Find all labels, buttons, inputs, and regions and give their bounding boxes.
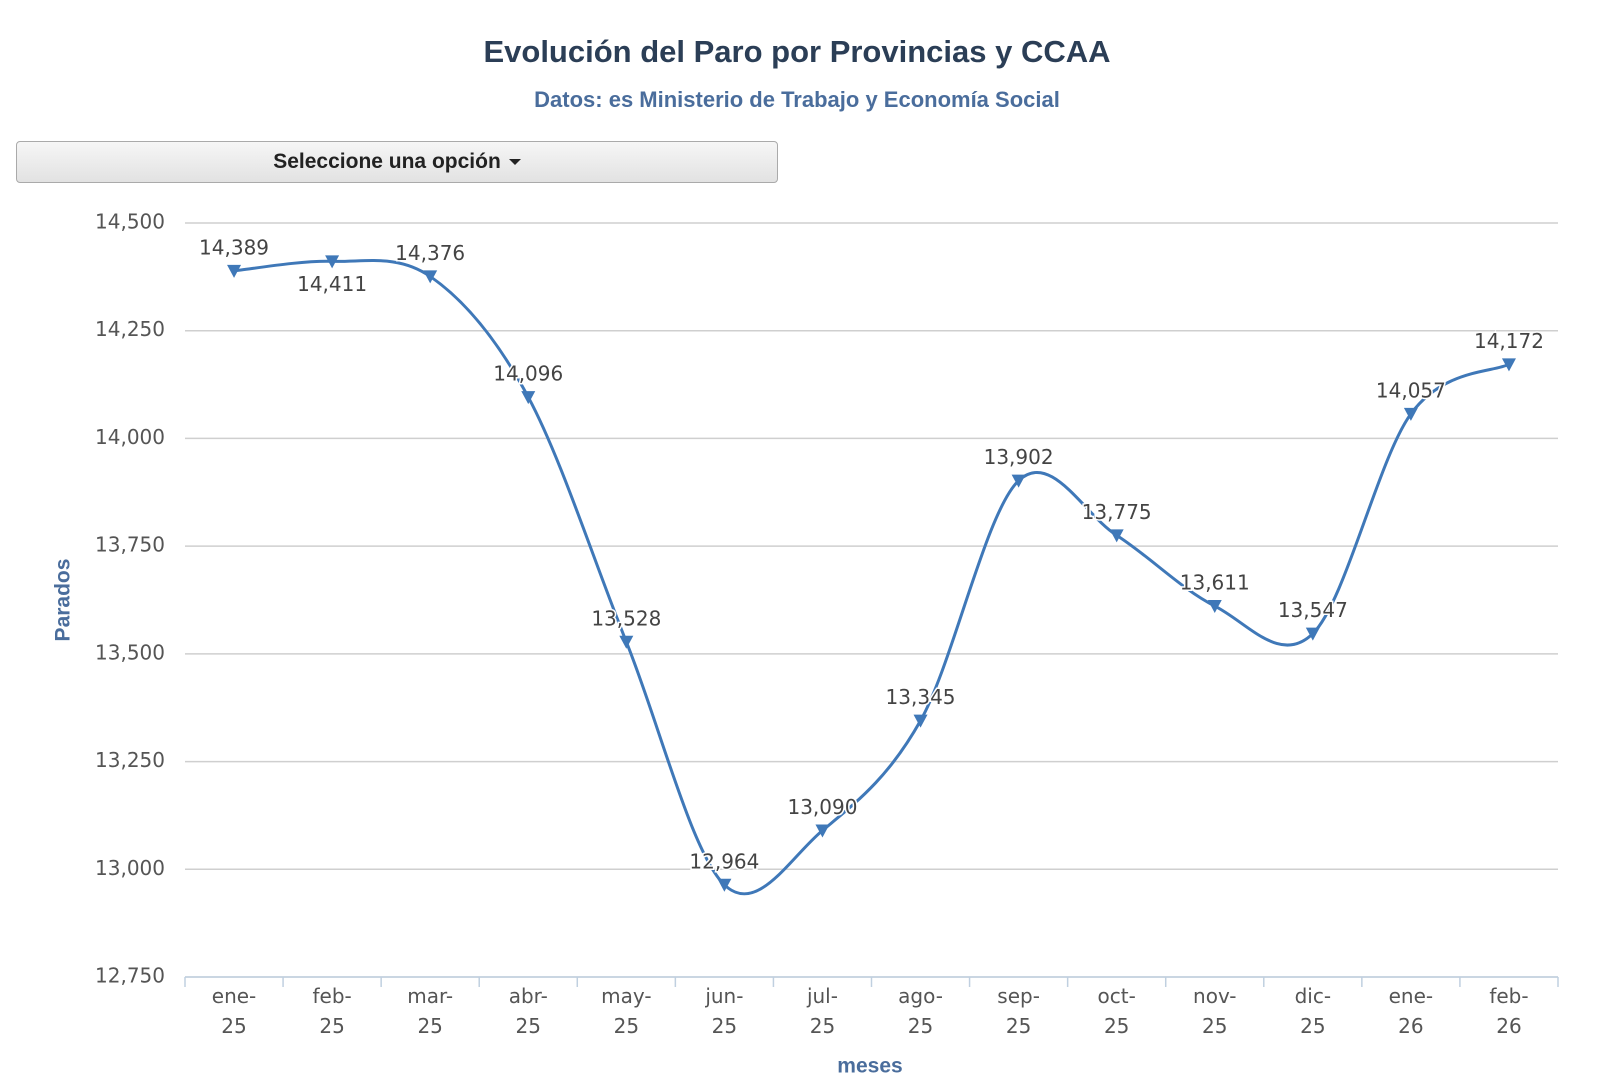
marker xyxy=(815,824,830,838)
y-tick-label: 13,500 xyxy=(95,640,165,664)
line xyxy=(233,259,1510,896)
data-label: 13,775 xyxy=(1082,500,1152,524)
x-tick-label: oct-25 xyxy=(1098,984,1136,1038)
marker xyxy=(913,714,928,728)
dropdown[interactable]: Seleccione una opción xyxy=(16,141,778,183)
x-tick-label: jun-25 xyxy=(704,984,743,1038)
y-tick-label: 14,500 xyxy=(95,210,165,234)
marker xyxy=(1109,529,1124,543)
y-tick-label: 14,000 xyxy=(95,425,165,449)
y-tick-label: 14,250 xyxy=(95,317,165,341)
x-tick-label: feb-25 xyxy=(312,984,351,1038)
data-label: 13,528 xyxy=(591,606,661,630)
data-label: 14,172 xyxy=(1474,329,1544,353)
data-label: 13,090 xyxy=(787,795,857,819)
x-tick-label: jul-25 xyxy=(806,984,838,1038)
data-label: 12,964 xyxy=(689,849,759,873)
y-tick-label: 13,000 xyxy=(95,856,165,880)
chart-title: Evolución del Paro por Provincias y CCAA xyxy=(483,34,1110,69)
marker xyxy=(619,635,634,649)
marker xyxy=(1403,407,1418,421)
marker xyxy=(1011,474,1026,488)
data-label: 14,376 xyxy=(395,241,465,265)
x-tick-label: ago-25 xyxy=(898,984,943,1038)
x-tick-label: feb-26 xyxy=(1489,984,1528,1038)
x-tick-label: mar-25 xyxy=(407,984,453,1038)
y-axis-label: Parados xyxy=(52,559,75,642)
caret xyxy=(508,159,521,165)
chart-subtitle: Datos: es Ministerio de Trabajo y Econom… xyxy=(534,87,1060,112)
marker xyxy=(1305,627,1320,641)
data-label: 14,057 xyxy=(1376,378,1446,402)
y-tick-label: 13,250 xyxy=(95,748,165,772)
x-tick-label: abr-25 xyxy=(509,984,548,1038)
marker xyxy=(717,878,732,892)
marker xyxy=(1501,358,1516,372)
x-tick-label: ene-26 xyxy=(1389,984,1434,1038)
marker xyxy=(423,270,438,284)
marker xyxy=(521,391,536,405)
x-tick-label: dic-25 xyxy=(1295,984,1331,1038)
marker xyxy=(227,264,242,278)
data-label: 14,389 xyxy=(199,235,269,259)
data-label: 13,345 xyxy=(886,685,956,709)
data-label: 14,096 xyxy=(493,362,563,386)
x-tick-label: may-25 xyxy=(601,984,651,1038)
marker xyxy=(1207,600,1222,614)
x-tick-label: sep-25 xyxy=(997,984,1040,1038)
data-label: 13,547 xyxy=(1278,598,1348,622)
data-label: 13,611 xyxy=(1180,571,1250,595)
x-tick-label: nov-25 xyxy=(1193,984,1236,1038)
y-tick-label: 12,750 xyxy=(95,964,165,988)
dropdown-label: Seleccione una opción xyxy=(273,150,501,173)
data-label: 14,411 xyxy=(297,272,367,296)
marker xyxy=(325,255,340,269)
data-label: 13,902 xyxy=(984,445,1054,469)
y-tick-label: 13,750 xyxy=(95,533,165,557)
x-tick-label: ene-25 xyxy=(212,984,257,1038)
x-axis-label: meses xyxy=(837,1055,902,1078)
